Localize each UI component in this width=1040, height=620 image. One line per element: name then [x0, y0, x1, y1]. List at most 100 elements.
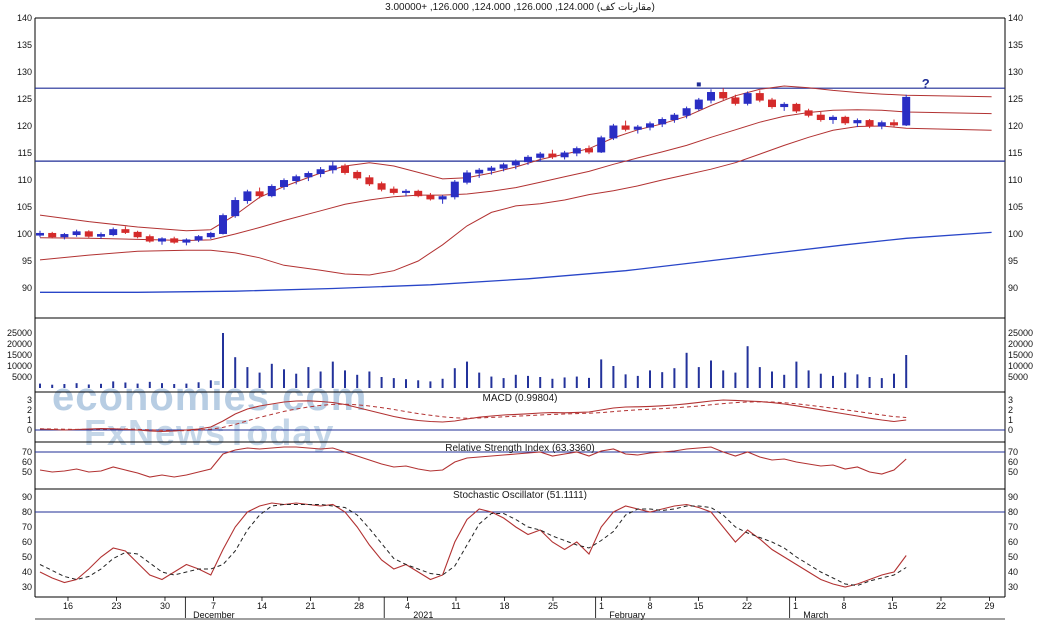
macd-axis-label-left: 3 [27, 395, 32, 405]
candle-body [182, 239, 191, 243]
volume-bar [661, 372, 664, 388]
candle-body [170, 238, 179, 243]
x-axis-month-label: December [193, 610, 235, 620]
candle-body [511, 161, 520, 166]
price-axis-label-right: 140 [1008, 13, 1023, 23]
candle-body [60, 234, 69, 238]
volume-bar [344, 370, 346, 388]
stoch-axis-label-left: 90 [22, 492, 32, 502]
volume-bar [478, 372, 481, 388]
candle-body [646, 123, 654, 128]
candle-body [316, 169, 325, 175]
volume-bar [429, 381, 432, 388]
candle-body [877, 122, 886, 127]
candle-body [292, 176, 301, 182]
candle-body [731, 97, 740, 104]
volume-bar [673, 368, 676, 388]
volume-bar [905, 355, 908, 388]
x-axis-week-label: 18 [499, 601, 509, 611]
candle-body [694, 99, 703, 110]
candle-body [219, 215, 227, 234]
volume-bar [588, 377, 590, 388]
x-axis-week-label: 23 [111, 601, 121, 611]
volume-bar [136, 383, 139, 388]
candle-body [853, 120, 862, 124]
price-axis-label-left: 100 [17, 229, 32, 239]
candle-body [402, 190, 410, 193]
volume-bar [185, 383, 188, 388]
price-axis-label-right: 105 [1008, 202, 1023, 212]
volume-bar [819, 373, 822, 388]
volume-bar [832, 375, 834, 388]
candle-body [548, 153, 557, 158]
candle-body [48, 232, 57, 238]
volume-axis-label-left: 25000 [7, 328, 32, 338]
candle-body [365, 177, 374, 185]
candle-body [353, 171, 362, 179]
candle-body [304, 173, 313, 178]
volume-bar [807, 370, 810, 388]
stoch-axis-label-right: 30 [1008, 582, 1018, 592]
volume-bar [453, 368, 456, 388]
volume-bar [783, 374, 786, 388]
volume-bar [234, 357, 237, 388]
volume-bar [624, 374, 627, 388]
x-axis-week-label: 15 [887, 601, 897, 611]
volume-bar [490, 376, 493, 388]
moving-average-line [40, 231, 992, 293]
candle-body [585, 148, 593, 153]
chart-title: 3.00000+ ,126.000 ,124.000 ,126.000 ,124… [385, 2, 655, 13]
rsi-axis-label-left: 50 [22, 467, 32, 477]
candle-body [145, 236, 154, 242]
volume-bar [331, 361, 334, 388]
candle-body [829, 116, 837, 121]
macd-axis-label-right: 0 [1008, 425, 1013, 435]
candle-body [133, 231, 142, 238]
volume-axis-label-left: 20000 [7, 339, 32, 349]
stochastic-k-line [39, 502, 907, 588]
price-axis-label-right: 135 [1008, 40, 1023, 50]
volume-bar [771, 371, 773, 388]
candle-body [328, 165, 337, 171]
volume-bar [722, 370, 725, 388]
candle-body [206, 232, 215, 238]
candle-body [84, 231, 93, 237]
volume-bar [270, 363, 273, 388]
stoch-axis-label-right: 90 [1008, 492, 1018, 502]
price-axis-label-left: 105 [17, 202, 32, 212]
stoch-axis-label-left: 50 [22, 552, 32, 562]
volume-bar [758, 367, 761, 388]
stoch-axis-label-left: 60 [22, 537, 32, 547]
volume-bar [51, 384, 54, 388]
volume-bar [405, 379, 407, 388]
rsi-panel-title: Relative Strength Index (63.3360) [445, 443, 595, 454]
volume-bar [173, 384, 176, 388]
stoch-axis-label-left: 40 [22, 567, 32, 577]
x-axis-week-label: 14 [257, 601, 267, 611]
price-axis-label-left: 135 [17, 40, 32, 50]
macd-signal-line [39, 401, 907, 432]
stoch-axis-label-right: 40 [1008, 567, 1018, 577]
volume-bar [209, 380, 212, 388]
x-axis-month-label: 2021 [413, 610, 433, 620]
volume-bar [502, 378, 505, 388]
price-axis-label-right: 100 [1008, 229, 1023, 239]
stochastic-d-line [39, 504, 907, 587]
candle-body [707, 92, 715, 101]
price-axis-label-right: 120 [1008, 121, 1023, 131]
candle-body [755, 93, 764, 101]
price-axis-label-left: 115 [18, 148, 32, 158]
price-axis-label-right: 110 [1008, 175, 1022, 185]
volume-bar [868, 377, 871, 388]
bollinger-middle-line [39, 109, 992, 242]
macd-axis-label-right: 1 [1008, 415, 1013, 425]
price-axis-label-left: 120 [17, 121, 32, 131]
x-axis-week-label: 1 [793, 601, 798, 611]
candle-body [621, 125, 630, 130]
candle-body [804, 110, 813, 116]
rsi-axis-label-right: 50 [1008, 467, 1018, 477]
macd-axis-label-right: 2 [1008, 405, 1013, 415]
candle-body [109, 229, 118, 236]
candle-body [36, 232, 44, 236]
